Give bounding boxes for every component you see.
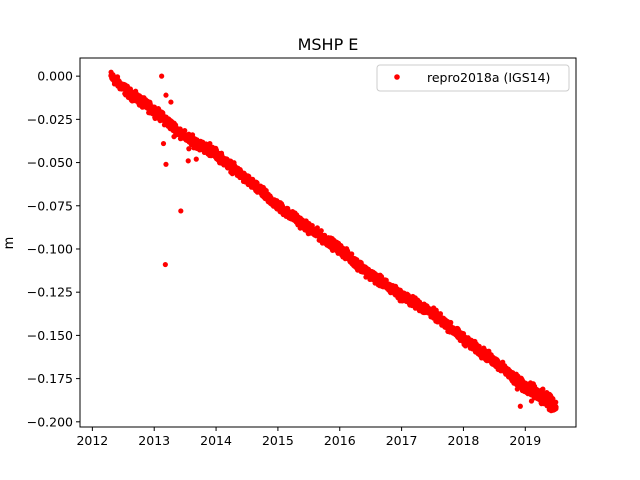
data-point — [378, 274, 385, 280]
x-tick-label: 2012 — [76, 433, 108, 448]
outlier-point — [159, 73, 165, 79]
x-tick-label: 2018 — [448, 433, 480, 448]
data-point — [318, 228, 324, 234]
y-tick-label: −0.175 — [27, 371, 73, 386]
y-tick-label: −0.100 — [27, 241, 73, 256]
outlier-point — [207, 140, 213, 147]
x-tick-label: 2014 — [200, 433, 232, 448]
y-tick-label: −0.050 — [27, 155, 73, 170]
outlier-point — [185, 158, 191, 164]
outlier-point — [168, 99, 174, 105]
y-axis: 0.000 −0.025 −0.050 −0.075 −0.100 −0.125 −0.15… — [27, 69, 80, 429]
outlier-point — [178, 208, 184, 214]
legend: repro2018a (IGS14) — [376, 64, 570, 92]
chart-title: MSHP E — [298, 35, 359, 54]
data-point — [540, 386, 546, 392]
y-tick-label: −0.075 — [27, 198, 73, 213]
x-tick-label: 2015 — [262, 433, 294, 448]
data-point — [448, 319, 454, 326]
legend-entry-repro2018a: repro2018a (IGS14) — [427, 70, 550, 85]
plot-frame — [79, 57, 577, 428]
data-points — [108, 69, 559, 414]
x-axis: 2012 2013 2014 2015 2016 2017 2018 2019 — [76, 427, 541, 448]
legend-box — [376, 64, 570, 92]
outlier-point — [160, 140, 167, 147]
x-tick-label: 2019 — [509, 433, 541, 448]
outlier-point — [163, 161, 169, 167]
data-point — [314, 225, 320, 231]
data-point — [553, 404, 559, 410]
x-tick-label: 2017 — [386, 433, 418, 448]
x-tick-label: 2016 — [324, 433, 356, 448]
outlier-point — [171, 134, 177, 140]
outlier-point — [186, 146, 192, 152]
outlier-point — [193, 156, 199, 162]
y-tick-label: −0.025 — [27, 112, 73, 127]
data-point — [182, 128, 188, 134]
data-point — [553, 399, 559, 405]
y-tick-label: −0.150 — [27, 328, 73, 343]
y-tick-label: 0.000 — [37, 69, 73, 84]
x-tick-label: 2013 — [138, 433, 170, 448]
data-point — [349, 251, 355, 257]
y-tick-label: −0.125 — [27, 285, 73, 300]
outlier-point — [162, 261, 168, 268]
outlier-point — [163, 92, 169, 98]
outlier-point — [523, 389, 530, 396]
y-axis-label: m — [2, 237, 17, 250]
outlier-point — [528, 398, 535, 404]
outlier-point — [517, 403, 523, 409]
y-tick-label: −0.200 — [27, 414, 73, 429]
legend-marker — [394, 74, 400, 80]
data-point — [437, 311, 444, 317]
